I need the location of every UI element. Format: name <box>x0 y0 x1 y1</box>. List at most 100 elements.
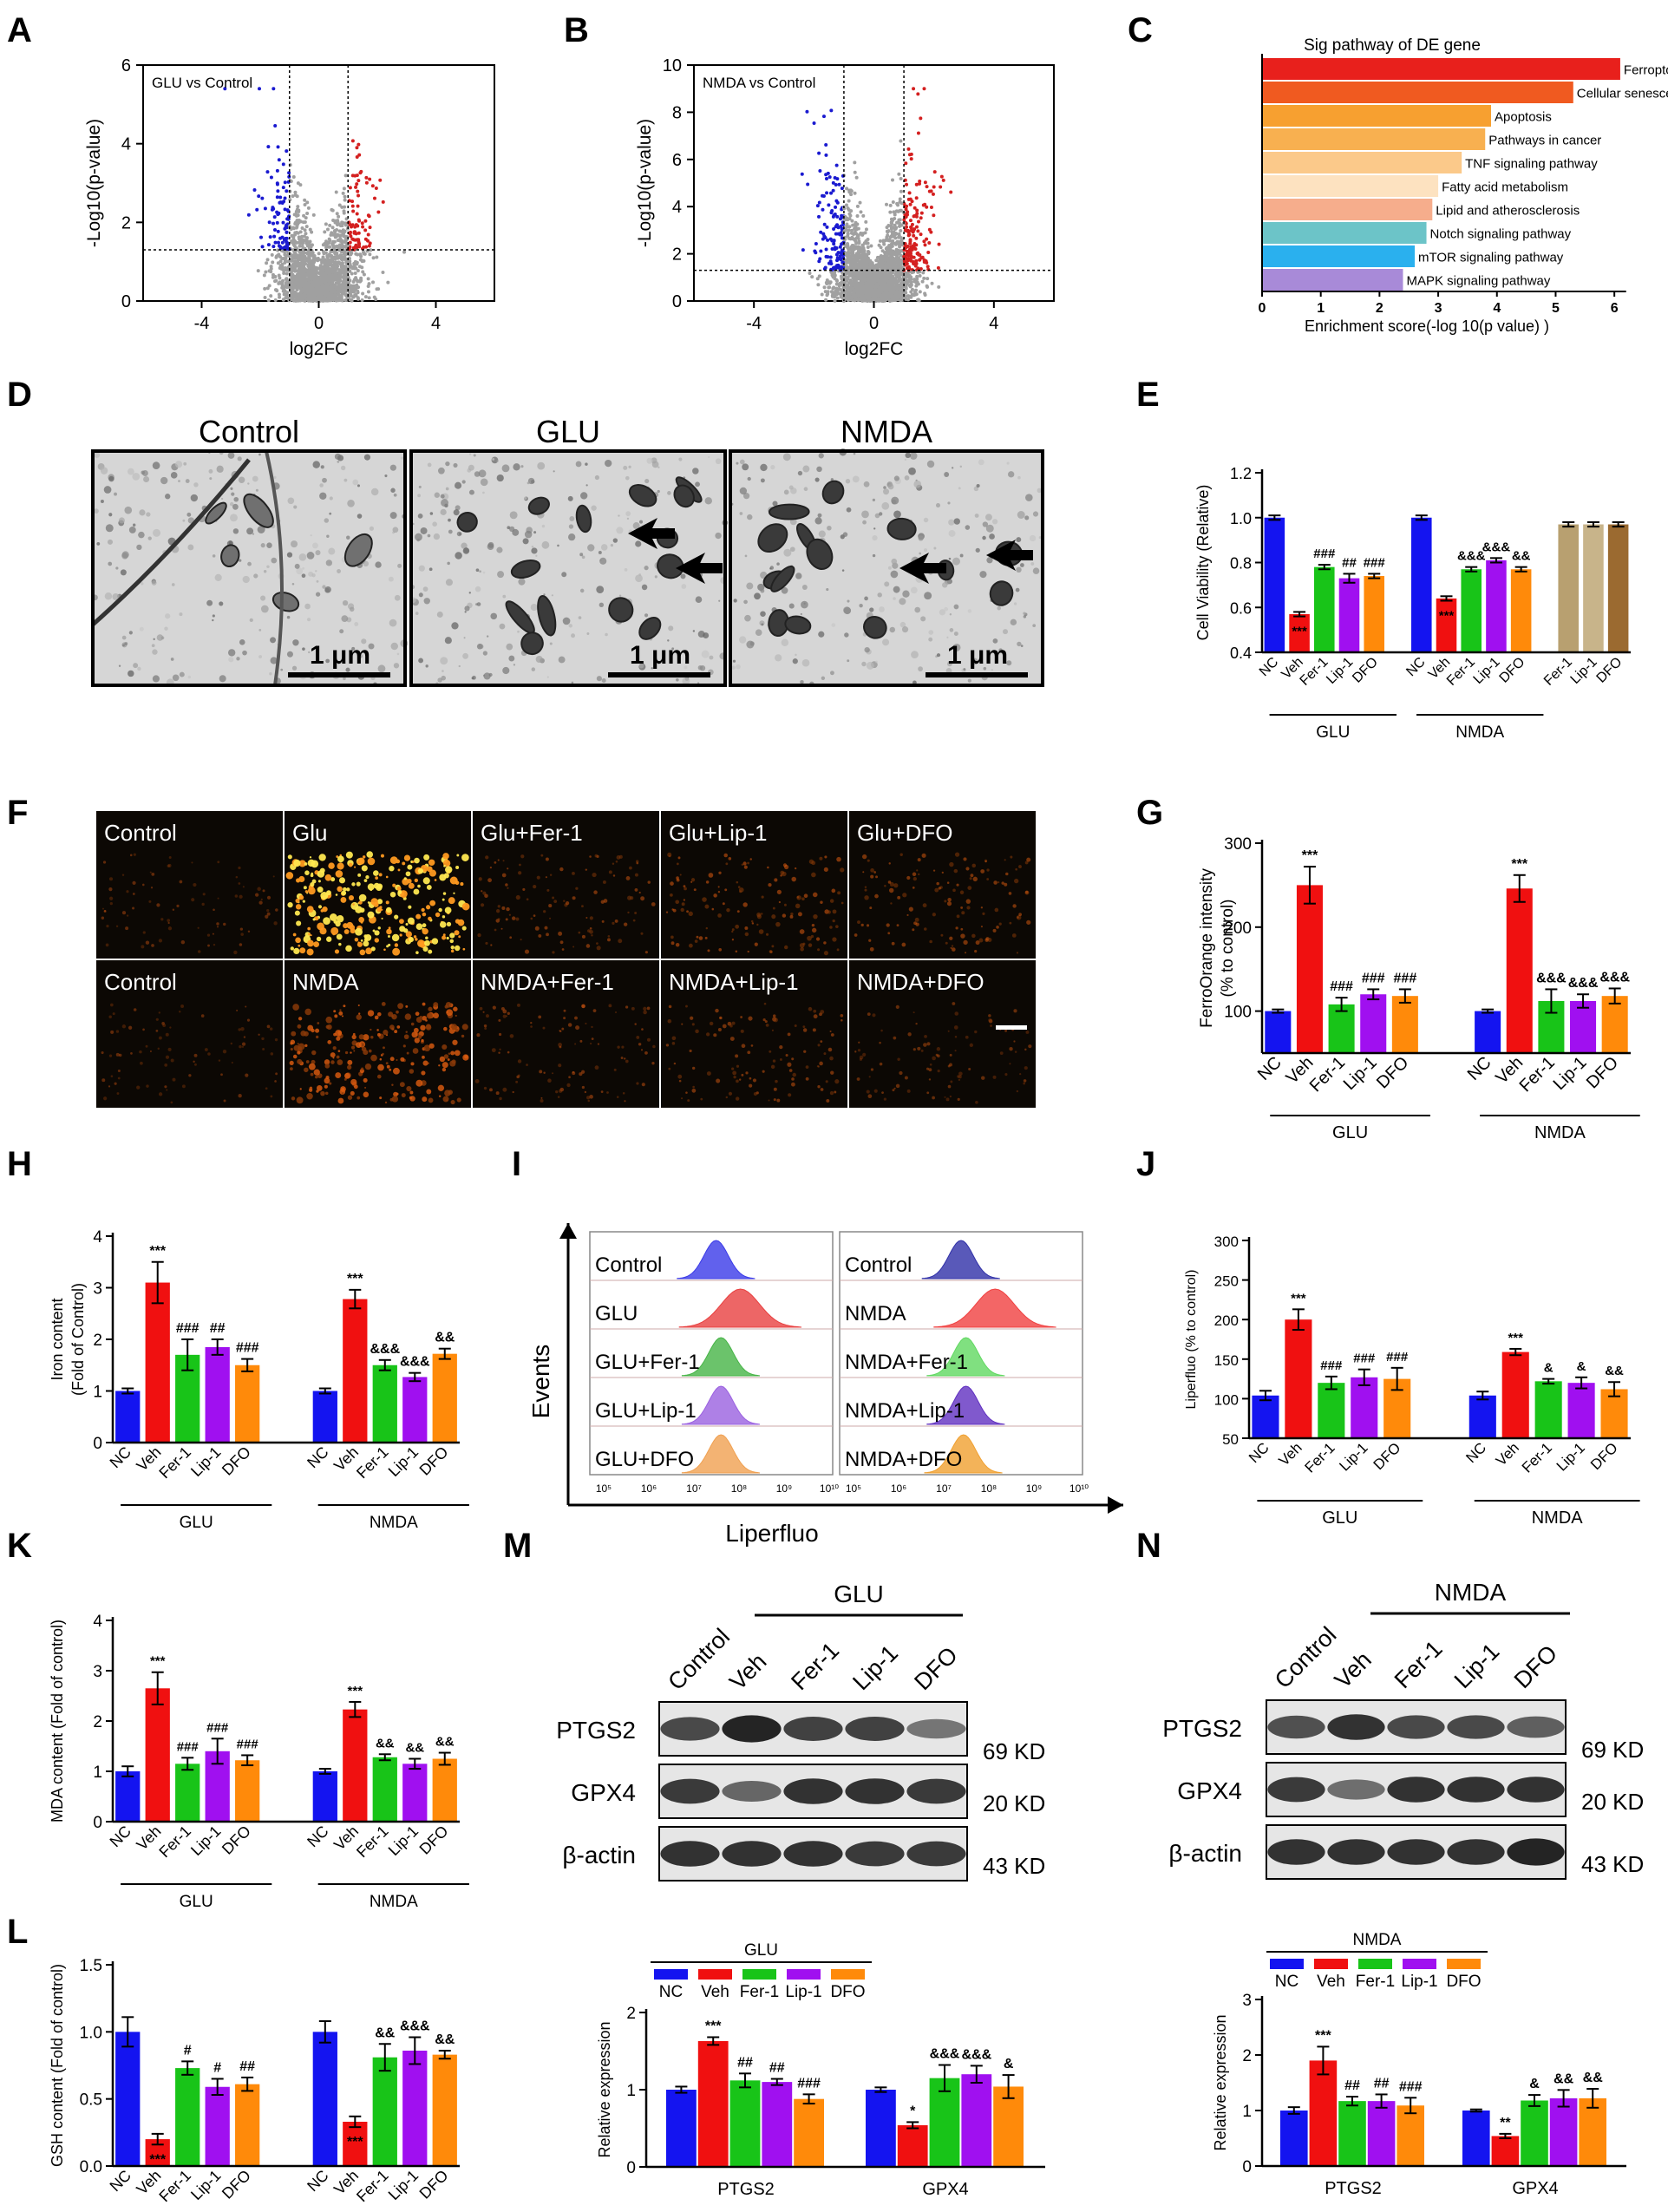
volcano-point <box>298 244 302 248</box>
volcano-point <box>926 277 930 281</box>
volcano-point <box>299 259 304 263</box>
volcano-point <box>292 239 297 243</box>
volcano-point <box>341 281 345 285</box>
volcano-point <box>884 283 888 287</box>
volcano-point <box>860 276 865 280</box>
volcano-point <box>327 271 331 275</box>
volcano-point <box>331 239 336 244</box>
volcano-point <box>328 223 332 227</box>
volcano-point <box>362 272 366 277</box>
volcano-point <box>325 227 330 232</box>
volcano-point <box>304 232 308 236</box>
pathway-bar <box>1262 152 1462 173</box>
volcano-point <box>893 279 897 284</box>
tem-grain <box>310 534 312 537</box>
volcano-point <box>356 231 361 235</box>
tem-grain <box>342 599 349 606</box>
volcano-point <box>374 186 378 190</box>
volcano-point <box>269 266 273 271</box>
volcano-point <box>922 259 926 264</box>
tem-grain <box>139 626 144 632</box>
volcano-point <box>889 220 893 225</box>
volcano-point <box>308 298 312 303</box>
tem-grain <box>339 629 344 634</box>
volcano-point <box>854 256 859 260</box>
volcano-point <box>931 192 935 196</box>
volcano-point <box>320 283 324 287</box>
volcano-point <box>337 214 341 219</box>
pathway-bar <box>1262 175 1439 197</box>
tem-grain <box>152 649 158 655</box>
volcano-point <box>283 245 287 249</box>
volcano-point <box>294 226 298 230</box>
tem-grain <box>329 512 332 515</box>
volcano-point <box>926 250 931 254</box>
tem-grain <box>212 614 215 618</box>
volcano-point <box>355 212 359 216</box>
volcano-point <box>822 285 827 290</box>
volcano-point <box>337 260 341 265</box>
tem-grain <box>329 496 333 501</box>
volcano-point <box>303 219 307 224</box>
volcano-point <box>337 203 342 207</box>
volcano-point <box>246 213 251 217</box>
volcano-point <box>304 236 309 240</box>
panel-letter-d: D <box>7 376 32 414</box>
panel-letter-k: K <box>7 1527 32 1565</box>
volcano-point <box>821 207 825 212</box>
volcano-point <box>323 285 327 290</box>
volcano-point <box>324 271 328 275</box>
x-tick-label: 3 <box>1435 301 1442 316</box>
volcano-point <box>909 228 913 232</box>
volcano-point <box>840 242 844 246</box>
volcano-point <box>337 284 342 288</box>
pathway-label: Lipid and atherosclerosis <box>1436 204 1580 219</box>
volcano-point <box>898 197 902 201</box>
volcano-point <box>291 283 295 287</box>
tem-grain <box>252 475 258 482</box>
volcano-point <box>899 223 904 227</box>
panel-letter-e: E <box>1136 376 1160 414</box>
volcano-point <box>322 252 326 256</box>
volcano-point <box>275 168 279 173</box>
volcano-point <box>307 270 311 274</box>
volcano-point <box>300 244 304 248</box>
volcano-point <box>335 252 339 256</box>
volcano-point <box>307 242 311 246</box>
volcano-point <box>331 285 336 289</box>
volcano-point <box>914 236 919 240</box>
volcano-point <box>880 281 885 285</box>
volcano-point <box>916 131 920 135</box>
volcano-point <box>863 288 867 292</box>
tem-grain <box>208 468 213 474</box>
tem-grain <box>370 488 379 496</box>
volcano-point <box>350 223 355 227</box>
tem-grain <box>114 492 117 496</box>
volcano-point <box>351 279 356 284</box>
volcano-point <box>298 219 303 224</box>
plot-title: NMDA vs Control <box>703 75 815 91</box>
volcano-point <box>854 252 859 256</box>
tem-grain <box>171 583 175 586</box>
volcano-point <box>904 215 908 219</box>
volcano-point <box>260 196 265 200</box>
volcano-point <box>300 234 304 239</box>
volcano-point <box>857 281 861 285</box>
pathway-bar <box>1262 245 1415 267</box>
volcano-point <box>867 289 872 293</box>
volcano-point <box>808 272 812 276</box>
volcano-point <box>269 294 273 298</box>
volcano-point <box>296 257 300 261</box>
volcano-point <box>340 261 344 265</box>
volcano-point <box>343 230 347 234</box>
tem-grain <box>389 464 396 471</box>
tem-grain <box>287 497 295 505</box>
tem-grain <box>164 626 168 631</box>
volcano-point <box>349 230 353 234</box>
tem-grain <box>377 664 386 673</box>
volcano-point <box>278 259 283 264</box>
tem-grain <box>187 544 194 551</box>
volcano-point <box>906 294 911 298</box>
tem-grain <box>237 456 242 461</box>
y-tick-label: 2 <box>672 245 682 265</box>
